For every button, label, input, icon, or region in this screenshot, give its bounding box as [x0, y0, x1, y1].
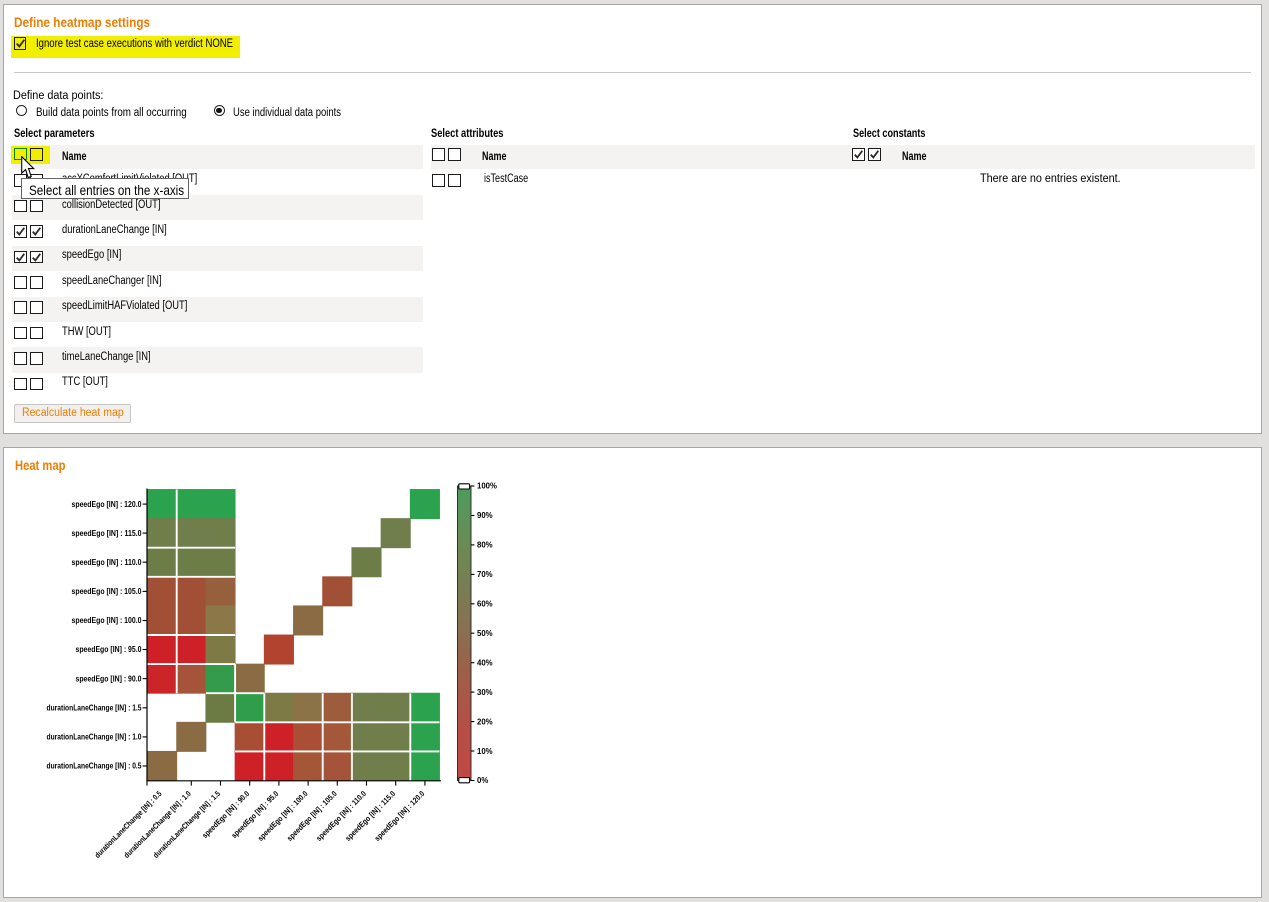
- svg-text:speedEgo [IN] : 100.0: speedEgo [IN] : 100.0: [256, 789, 310, 843]
- svg-text:10%: 10%: [477, 747, 493, 756]
- svg-text:0%: 0%: [477, 776, 488, 785]
- svg-text:speedEgo [IN] : 120.0: speedEgo [IN] : 120.0: [373, 789, 427, 843]
- svg-text:100%: 100%: [477, 482, 497, 491]
- svg-text:50%: 50%: [477, 629, 493, 638]
- svg-text:speedEgo [IN] : 100.0: speedEgo [IN] : 100.0: [72, 616, 143, 625]
- svg-text:90%: 90%: [477, 511, 493, 520]
- svg-text:speedEgo [IN] : 105.0: speedEgo [IN] : 105.0: [285, 789, 339, 843]
- svg-text:70%: 70%: [477, 570, 493, 579]
- svg-text:speedEgo [IN] : 90.0: speedEgo [IN] : 90.0: [76, 674, 143, 683]
- svg-text:speedEgo [IN] : 105.0: speedEgo [IN] : 105.0: [72, 587, 143, 596]
- svg-text:speedEgo [IN] : 120.0: speedEgo [IN] : 120.0: [72, 500, 143, 509]
- svg-text:20%: 20%: [477, 717, 493, 726]
- svg-text:speedEgo [IN] : 95.0: speedEgo [IN] : 95.0: [76, 645, 143, 654]
- svg-text:60%: 60%: [477, 600, 493, 609]
- svg-text:speedEgo [IN] : 110.0: speedEgo [IN] : 110.0: [314, 789, 368, 843]
- svg-text:30%: 30%: [477, 688, 493, 697]
- svg-text:durationLaneChange [IN] : 0.5: durationLaneChange [IN] : 0.5: [47, 762, 143, 771]
- svg-text:speedEgo [IN] : 115.0: speedEgo [IN] : 115.0: [343, 789, 397, 843]
- svg-text:80%: 80%: [477, 541, 493, 550]
- svg-text:40%: 40%: [477, 658, 493, 667]
- svg-text:speedEgo [IN] : 115.0: speedEgo [IN] : 115.0: [72, 529, 143, 538]
- svg-text:durationLaneChange [IN] : 1.0: durationLaneChange [IN] : 1.0: [47, 733, 143, 742]
- svg-text:speedEgo [IN] : 110.0: speedEgo [IN] : 110.0: [72, 558, 143, 567]
- svg-text:durationLaneChange [IN] : 1.5: durationLaneChange [IN] : 1.5: [47, 704, 143, 713]
